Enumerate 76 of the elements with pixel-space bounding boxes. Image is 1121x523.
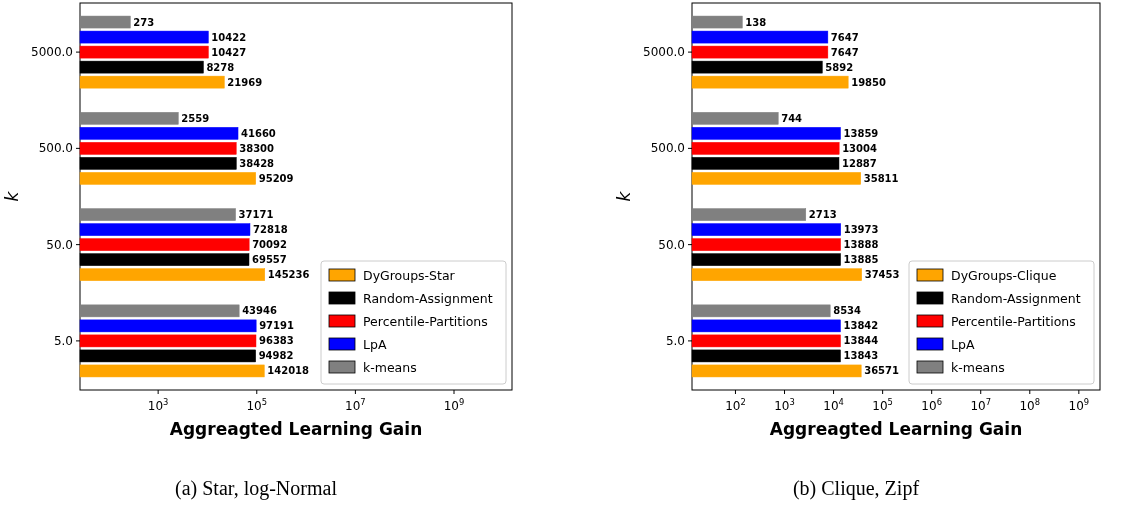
y-axis-title: k: [614, 190, 634, 202]
data-label: 8278: [206, 61, 235, 73]
data-label: 8534: [833, 305, 862, 317]
legend-label: LpA: [951, 336, 975, 352]
data-label: 13843: [843, 350, 879, 362]
data-label: 19850: [851, 76, 887, 88]
data-label: 41660: [241, 127, 276, 139]
x-tick-label: 10$^{9}$: [1068, 397, 1090, 413]
data-label: 145236: [267, 269, 310, 281]
y-tick-label: 5000.0: [31, 45, 73, 60]
legend-label: Random-Assignment: [951, 290, 1081, 306]
data-label: 37171: [238, 209, 274, 221]
data-label: 7647: [830, 46, 859, 58]
data-label: 72818: [252, 224, 288, 236]
data-label: 7647: [830, 31, 859, 43]
x-tick-label: 10$^{7}$: [345, 397, 366, 413]
x-tick-label: 10$^{7}$: [970, 397, 992, 413]
legend-label: Percentile-Partitions: [951, 313, 1076, 329]
data-label: 142018: [267, 365, 310, 377]
data-label: 36571: [864, 365, 900, 377]
data-label: 69557: [252, 254, 287, 266]
data-label: 273: [133, 16, 155, 28]
data-label: 12887: [841, 157, 877, 169]
data-label: 97191: [259, 320, 294, 332]
data-label: 5892: [825, 61, 854, 73]
x-tick-label: 10$^{2}$: [725, 397, 746, 413]
x-axis-title: Aggreagted Learning Gain: [769, 419, 1023, 439]
data-label: 96383: [258, 335, 294, 347]
data-label: 138: [745, 16, 767, 28]
data-label: 94982: [258, 350, 294, 362]
data-label: 95209: [258, 172, 294, 184]
legend-label: Random-Assignment: [363, 290, 493, 306]
x-tick-label: 10$^{9}$: [443, 397, 465, 413]
x-tick-label: 10$^{3}$: [774, 397, 795, 413]
data-label: 744: [781, 112, 803, 124]
y-tick-label: 500.0: [650, 141, 685, 156]
data-label: 13888: [843, 239, 879, 251]
x-tick-label: 10$^{8}$: [1019, 397, 1041, 413]
y-tick-label: 5000.0: [643, 45, 685, 60]
y-tick-label: 5.0: [665, 333, 685, 348]
data-label: 2559: [181, 112, 210, 124]
data-label: 70092: [252, 239, 287, 251]
legend-label: LpA: [363, 336, 387, 352]
data-label: 21969: [227, 76, 263, 88]
legend-label: Percentile-Partitions: [363, 313, 488, 329]
data-label: 10422: [211, 31, 247, 43]
data-label: 2713: [808, 209, 837, 221]
x-tick-label: 10$^{4}$: [823, 397, 844, 413]
text: (a) Star, log-Normal: [175, 477, 338, 500]
data-label: 37453: [864, 269, 900, 281]
data-label: 38428: [239, 157, 275, 169]
data-label: 13859: [843, 127, 879, 139]
data-label: 13973: [843, 224, 879, 236]
y-tick-label: 500.0: [38, 141, 73, 156]
data-label: 13842: [843, 320, 879, 332]
y-tick-label: 5.0: [53, 333, 73, 348]
legend-label: DyGroups-Star: [363, 267, 456, 283]
legend-label: k-means: [951, 359, 1005, 375]
data-label: 38300: [239, 142, 275, 154]
data-label: 43946: [242, 305, 277, 317]
data-label: 13844: [843, 335, 879, 347]
x-tick-label: 10$^{3}$: [147, 397, 169, 413]
data-label: 35811: [863, 172, 899, 184]
legend-label: DyGroups-Clique: [951, 267, 1057, 283]
x-tick-label: 10$^{6}$: [921, 397, 942, 413]
y-axis-title: k: [2, 190, 22, 202]
y-tick-label: 50.0: [658, 237, 685, 252]
x-tick-label: 10$^{5}$: [872, 397, 893, 413]
legend-label: k-means: [363, 359, 417, 375]
text: (b) Clique, Zipf: [792, 477, 920, 500]
x-axis-title: Aggreagted Learning Gain: [169, 419, 423, 439]
data-label: 13004: [842, 142, 877, 154]
data-label: 10427: [211, 46, 247, 58]
data-label: 13885: [843, 254, 879, 266]
y-tick-label: 50.0: [46, 237, 73, 252]
x-tick-label: 10$^{5}$: [246, 397, 268, 413]
